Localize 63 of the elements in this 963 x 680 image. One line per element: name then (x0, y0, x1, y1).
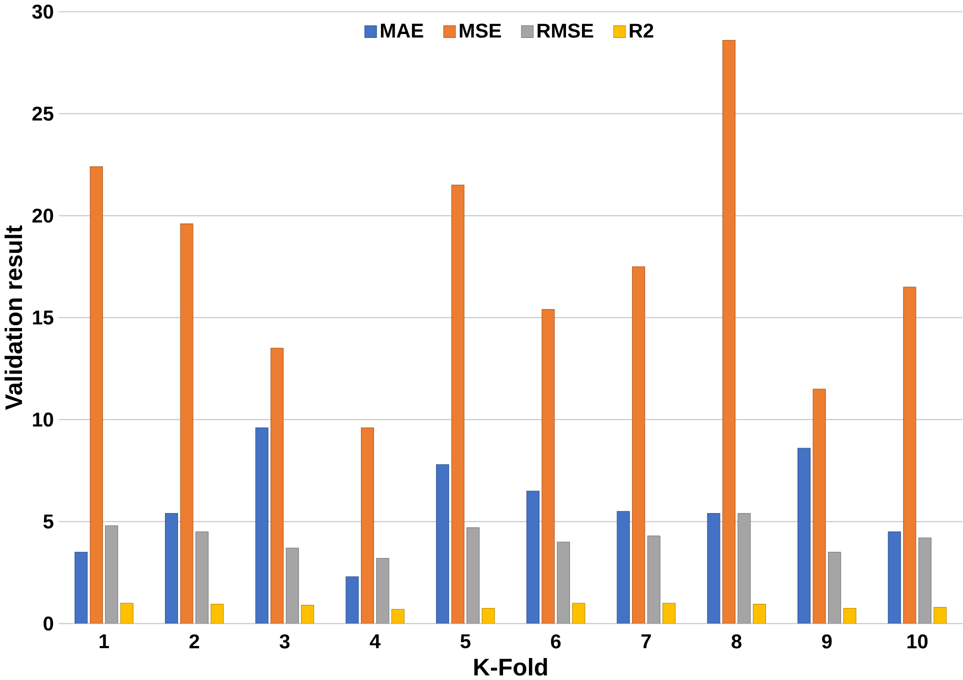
bar (647, 535, 660, 624)
y-tick-label: 30 (32, 4, 54, 19)
bar (451, 184, 464, 624)
bar (738, 513, 751, 624)
bar (707, 513, 720, 624)
legend-label: RMSE (538, 24, 594, 38)
x-tick-label: 7 (641, 634, 651, 648)
bar (798, 448, 811, 624)
x-tick-label: 3 (280, 634, 290, 648)
y-tick-label: 25 (32, 106, 54, 121)
x-tick-label: 8 (732, 634, 742, 648)
bar (255, 427, 268, 624)
bar (74, 552, 88, 624)
y-tick-label: 20 (32, 208, 54, 223)
x-axis-title: K-Fold (474, 658, 547, 676)
x-tick-label: 10 (907, 634, 928, 648)
bar (436, 464, 450, 624)
bar (195, 531, 208, 624)
x-tick-label: 1 (100, 634, 109, 648)
bar (828, 552, 842, 624)
x-tick-label: 9 (822, 634, 832, 648)
bar (556, 542, 570, 624)
legend-label: MSE (460, 24, 501, 38)
bar (164, 513, 178, 624)
bar (120, 602, 134, 624)
legend-label: R2 (630, 24, 654, 38)
bar (376, 558, 390, 624)
x-tick-label: 6 (551, 634, 561, 648)
bar (632, 266, 646, 624)
bar (210, 604, 224, 624)
bar (105, 525, 118, 624)
y-tick-label: 10 (32, 412, 54, 427)
x-tick-label: 2 (190, 634, 200, 648)
bar (918, 538, 932, 624)
bar (843, 608, 856, 624)
bar (722, 40, 736, 624)
bar (286, 548, 299, 624)
bar (90, 166, 103, 624)
x-tick-label: 5 (460, 634, 470, 648)
bar (542, 309, 555, 624)
bar (752, 604, 766, 624)
bar (812, 388, 826, 624)
y-tick-label: 15 (32, 310, 54, 324)
bar (391, 608, 404, 624)
y-tick-label: 5 (43, 514, 54, 528)
bar (572, 602, 586, 624)
bar (270, 348, 284, 624)
bar (466, 527, 480, 624)
y-axis-title: Validation result (4, 225, 22, 410)
bar (888, 531, 901, 624)
bar (903, 286, 916, 624)
bar (662, 602, 676, 624)
x-tick-label: 4 (370, 634, 381, 648)
y-tick-label: 0 (44, 616, 54, 631)
legend-label: MAE (380, 24, 424, 38)
bar (526, 490, 540, 624)
bar (301, 604, 314, 624)
bar (934, 606, 947, 624)
bar (360, 427, 374, 624)
bar (616, 510, 630, 624)
bar (346, 576, 359, 624)
bar (482, 608, 495, 624)
bar (180, 223, 194, 624)
